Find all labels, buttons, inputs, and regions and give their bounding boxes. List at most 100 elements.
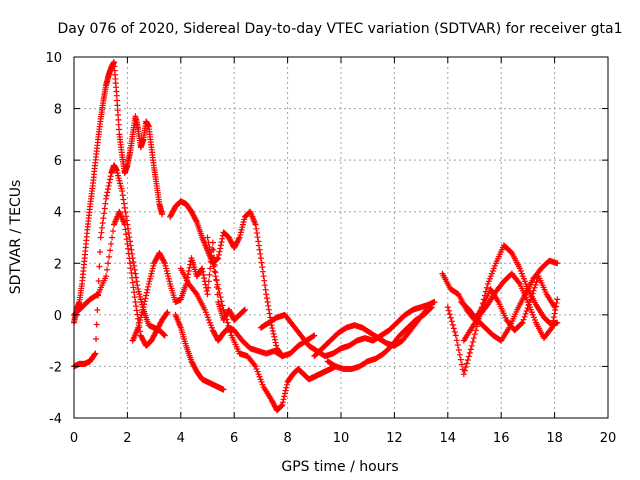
- data-point: [143, 292, 150, 299]
- data-point: [259, 268, 266, 275]
- data-point: [281, 393, 288, 400]
- data-point: [255, 238, 262, 245]
- data-point: [216, 289, 223, 296]
- data-point: [123, 236, 130, 243]
- data-point: [310, 333, 317, 340]
- data-point: [203, 288, 210, 295]
- data-point: [128, 246, 135, 253]
- data-point: [273, 342, 280, 349]
- data-point: [99, 224, 106, 231]
- data-point: [463, 360, 470, 367]
- series-SV-I: [257, 298, 438, 360]
- data-point: [448, 318, 455, 325]
- data-point: [235, 235, 242, 242]
- data-point: [129, 274, 136, 281]
- data-point: [253, 225, 260, 232]
- data-point: [200, 271, 207, 278]
- data-point: [107, 176, 114, 183]
- x-tick-label: 0: [70, 431, 78, 446]
- data-point: [460, 371, 467, 378]
- data-point: [241, 306, 248, 313]
- data-point: [271, 336, 278, 343]
- x-tick-label: 12: [386, 431, 403, 446]
- data-point: [222, 313, 229, 320]
- data-point: [103, 273, 110, 280]
- data-point: [214, 255, 221, 262]
- data-point: [140, 304, 147, 311]
- data-point: [103, 195, 110, 202]
- data-point: [280, 396, 287, 403]
- series-SV-N: [439, 270, 558, 334]
- data-point: [132, 298, 139, 305]
- data-point: [104, 189, 111, 196]
- data-point: [122, 209, 129, 216]
- data-point: [161, 258, 168, 265]
- data-point: [220, 386, 227, 393]
- data-point: [550, 317, 557, 324]
- data-point: [264, 298, 271, 305]
- y-tick-label: -2: [49, 360, 62, 375]
- data-point: [529, 290, 536, 297]
- series-SV-A: [71, 59, 166, 326]
- data-point: [212, 273, 219, 280]
- data-point: [105, 260, 112, 267]
- data-point: [122, 226, 129, 233]
- data-point: [141, 301, 148, 308]
- data-point: [257, 250, 264, 257]
- data-point: [254, 234, 261, 241]
- y-axis-label: SDTVAR / TECUs: [8, 180, 24, 295]
- y-tick-label: 8: [54, 103, 62, 118]
- x-tick-label: 4: [177, 431, 185, 446]
- data-point: [131, 262, 138, 269]
- data-point: [283, 381, 290, 388]
- data-point: [219, 302, 226, 309]
- data-point: [131, 289, 138, 296]
- data-point: [554, 319, 561, 326]
- data-point: [210, 263, 217, 270]
- data-point: [428, 304, 435, 311]
- data-point: [258, 259, 265, 266]
- data-point: [126, 255, 133, 262]
- data-marks: [71, 59, 561, 414]
- data-point: [201, 275, 208, 282]
- x-tick-label: 10: [333, 431, 350, 446]
- data-point: [256, 246, 263, 253]
- data-point: [214, 281, 221, 288]
- data-point: [193, 217, 200, 224]
- data-point: [259, 264, 266, 271]
- data-point: [161, 332, 168, 339]
- data-point: [447, 314, 454, 321]
- data-point: [269, 327, 276, 334]
- data-point: [465, 353, 472, 360]
- data-point: [105, 182, 112, 189]
- data-point: [554, 296, 561, 303]
- data-point: [102, 200, 109, 207]
- x-axis-label: GPS time / hours: [281, 459, 398, 475]
- data-point: [131, 294, 138, 301]
- data-point: [444, 304, 451, 311]
- data-point: [523, 307, 530, 314]
- data-point: [105, 186, 112, 193]
- data-point: [125, 225, 132, 232]
- data-point: [528, 293, 535, 300]
- data-point: [449, 321, 456, 328]
- data-point: [207, 265, 214, 272]
- data-point: [95, 278, 102, 285]
- data-point: [93, 321, 100, 328]
- data-point: [127, 265, 134, 272]
- data-point: [100, 215, 107, 222]
- data-point: [128, 269, 135, 276]
- grid: [74, 57, 608, 418]
- data-point: [520, 316, 527, 323]
- data-point: [532, 281, 539, 288]
- data-point: [282, 387, 289, 394]
- data-point: [279, 399, 286, 406]
- data-point: [133, 307, 140, 314]
- data-point: [125, 245, 132, 252]
- data-point: [466, 349, 473, 356]
- data-point: [92, 350, 99, 357]
- data-point: [445, 307, 452, 314]
- data-point: [472, 327, 479, 334]
- data-point: [143, 289, 150, 296]
- data-point: [427, 305, 434, 312]
